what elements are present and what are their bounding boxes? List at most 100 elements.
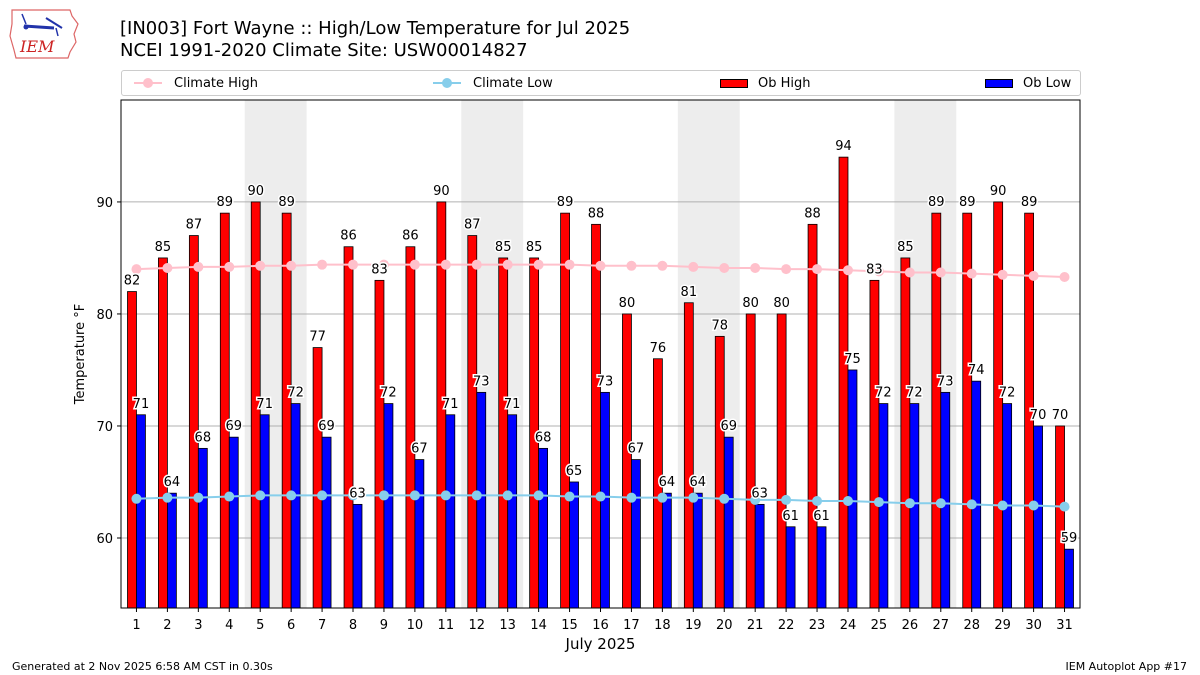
ob-high-bar xyxy=(498,257,509,609)
ob-high-bar xyxy=(683,302,694,609)
ob-high-bar xyxy=(127,291,137,609)
ob-high-bar xyxy=(219,212,230,609)
climate-low-point xyxy=(1028,500,1039,511)
climate-high-point xyxy=(750,263,761,274)
ob-high-bar xyxy=(838,156,849,609)
climate-low-point xyxy=(595,491,606,502)
y-tick-label: 60 xyxy=(96,532,113,547)
climate-high-point xyxy=(224,261,235,272)
climate-high-point xyxy=(564,259,575,270)
x-tick-label: 3 xyxy=(194,618,202,633)
ob-low-label: 63 xyxy=(349,486,366,501)
climate-low-point xyxy=(317,490,328,501)
ob-low-label: 65 xyxy=(566,464,583,479)
ob-low-label: 69 xyxy=(225,419,242,434)
ob-high-label: 70 xyxy=(1052,408,1069,423)
climate-low-point xyxy=(842,496,853,507)
climate-high-point xyxy=(409,259,420,270)
ob-low-label: 64 xyxy=(659,475,676,490)
ob-low-bar xyxy=(383,403,394,609)
ob-high-label: 85 xyxy=(495,240,512,255)
x-tick-label: 26 xyxy=(902,618,919,633)
ob-low-bar xyxy=(816,526,827,609)
ob-low-bar xyxy=(692,492,703,609)
climate-high-point xyxy=(657,260,668,271)
ob-high-bar xyxy=(1055,425,1065,609)
climate-low-point xyxy=(873,497,884,508)
climate-high-point xyxy=(688,261,699,272)
climate-high-point xyxy=(719,263,730,274)
ob-low-label: 61 xyxy=(813,509,830,524)
ob-low-bar xyxy=(321,436,332,609)
ob-high-label: 83 xyxy=(371,262,388,277)
climate-low-point xyxy=(224,491,235,502)
climate-low-point xyxy=(564,491,575,502)
ob-high-bar xyxy=(776,313,787,609)
ob-low-label: 67 xyxy=(411,442,428,457)
x-tick-label: 28 xyxy=(963,618,980,633)
ob-high-bar xyxy=(405,246,416,609)
climate-low-point xyxy=(626,492,637,503)
ob-high-label: 89 xyxy=(928,195,945,210)
ob-low-label: 74 xyxy=(968,363,985,378)
ob-low-bar xyxy=(971,380,982,609)
ob-low-label: 67 xyxy=(628,442,645,457)
svg-text:IEM: IEM xyxy=(19,37,55,56)
ob-low-label: 71 xyxy=(504,397,521,412)
ob-low-label: 73 xyxy=(473,374,490,389)
ob-high-bar xyxy=(869,279,880,609)
climate-low-point xyxy=(657,492,668,503)
climate-high-point xyxy=(997,269,1008,280)
ob-high-label: 76 xyxy=(650,341,667,356)
climate-low-point xyxy=(750,494,761,505)
ob-high-bar xyxy=(591,223,601,609)
ob-high-bar xyxy=(158,257,168,609)
ob-high-label: 90 xyxy=(990,184,1007,199)
climate-low-point xyxy=(812,496,823,507)
ob-low-label: 71 xyxy=(442,397,459,412)
ob-high-label: 82 xyxy=(124,274,141,289)
ob-high-bar xyxy=(993,201,1004,609)
x-axis-label: July 2025 xyxy=(565,635,636,653)
ob-low-bar xyxy=(259,414,270,609)
ob-low-label: 72 xyxy=(875,386,892,401)
ob-low-label: 68 xyxy=(535,430,552,445)
ob-low-label: 72 xyxy=(380,386,397,401)
climate-low-point xyxy=(471,490,482,501)
ob-high-label: 88 xyxy=(804,206,821,221)
ob-high-label: 80 xyxy=(773,296,790,311)
legend: Climate High Climate Low Ob High Ob Low xyxy=(121,70,1081,96)
climate-high-point xyxy=(255,260,266,271)
climate-low-point xyxy=(162,492,173,503)
ob-high-label: 78 xyxy=(711,318,728,333)
climate-high-point xyxy=(471,259,482,270)
ob-low-label: 63 xyxy=(751,486,768,501)
ob-low-label: 69 xyxy=(720,419,737,434)
x-tick-label: 30 xyxy=(1025,618,1042,633)
climate-low-point xyxy=(781,494,792,505)
climate-high-point xyxy=(533,259,544,270)
ob-low-bar xyxy=(167,492,177,609)
ob-high-bar xyxy=(343,246,354,609)
climate-high-point xyxy=(781,264,792,275)
x-tick-label: 6 xyxy=(287,618,295,633)
ob-high-label: 89 xyxy=(217,195,234,210)
climate-low-point xyxy=(1059,501,1070,512)
ob-low-label: 69 xyxy=(318,419,335,434)
ob-low-bar xyxy=(631,459,641,609)
y-tick-label: 70 xyxy=(96,420,113,435)
x-tick-label: 29 xyxy=(994,618,1011,633)
ob-high-label: 88 xyxy=(588,206,605,221)
x-tick-label: 14 xyxy=(530,618,547,633)
x-tick-label: 13 xyxy=(499,618,516,633)
y-axis-label: Temperature °F xyxy=(73,304,88,405)
climate-low-point xyxy=(378,490,389,501)
climate-low-point xyxy=(348,490,359,501)
ob-high-bar xyxy=(807,223,818,609)
legend-item-climate-high: Climate High xyxy=(134,71,258,95)
climate-high-point xyxy=(378,259,389,270)
climate-low-point xyxy=(409,490,420,501)
climate-low-point xyxy=(688,492,699,503)
climate-low-point xyxy=(286,490,297,501)
